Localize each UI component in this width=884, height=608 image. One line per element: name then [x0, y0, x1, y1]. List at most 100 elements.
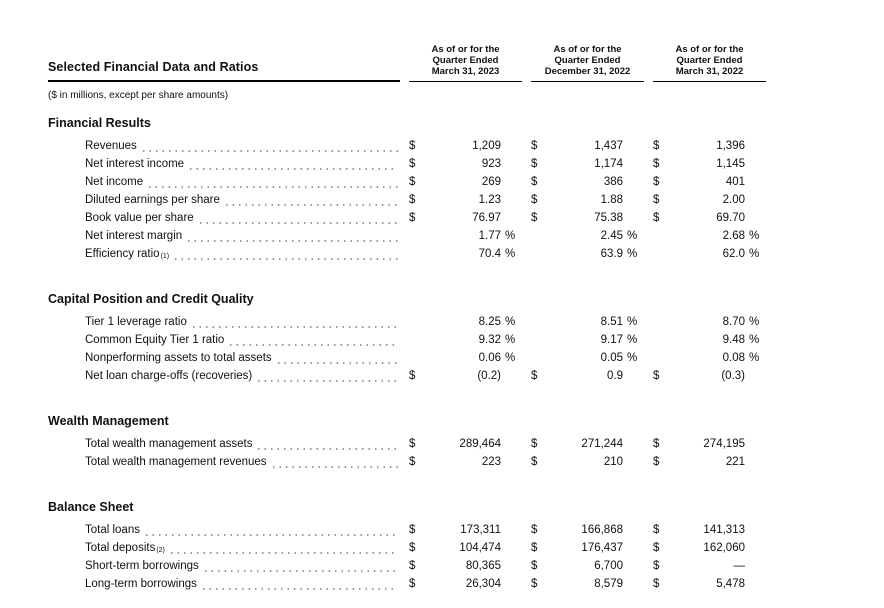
- currency-symbol: [409, 349, 422, 367]
- cell-value: 1,396: [716, 140, 745, 152]
- row-label-cell: Short-term borrowings: [48, 557, 400, 575]
- dot-leader: [202, 588, 398, 590]
- cell-value: 386: [603, 176, 623, 188]
- data-cell: $269: [409, 173, 522, 191]
- percent-symbol: [745, 155, 766, 173]
- cell-value: 70.4: [478, 248, 501, 260]
- table-row: Long-term borrowings $26,304 $8,579 $5,478: [48, 575, 766, 593]
- row-label-cell: Long-term borrowings: [48, 575, 400, 593]
- table-content: Selected Financial Data and Ratios As of…: [48, 44, 766, 593]
- percent-symbol: [745, 539, 766, 557]
- data-cell: $80,365: [409, 557, 522, 575]
- row-label: Total wealth management revenues: [85, 456, 267, 468]
- row-label-cell: Efficiency ratio (1): [48, 245, 400, 263]
- table-row: Common Equity Tier 1 ratio 9.32% 9.17% 9.48…: [48, 331, 766, 349]
- table-row: Short-term borrowings $80,365 $6,700 $ —: [48, 557, 766, 575]
- dot-leader: [258, 380, 398, 382]
- column-header-line: Quarter Ended: [554, 55, 621, 66]
- currency-symbol: $: [531, 456, 538, 468]
- percent-symbol: [745, 191, 766, 209]
- percent-symbol: %: [627, 334, 638, 346]
- data-cell: $210: [531, 453, 644, 471]
- cell-value: 80,365: [465, 560, 501, 572]
- cell-value: 8,579: [594, 578, 623, 590]
- section: Financial Results Revenues $1,209 $1,437 $1,…: [48, 114, 766, 263]
- row-label: Diluted earnings per share: [85, 194, 220, 206]
- row-label-cell: Total wealth management revenues: [48, 453, 400, 471]
- table-row: Total wealth management revenues $223 $210…: [48, 453, 766, 471]
- currency-symbol: $: [409, 194, 416, 206]
- data-cell: $1,209: [409, 137, 522, 155]
- currency-symbol: $: [531, 158, 538, 170]
- column-header-line: Quarter Ended: [432, 55, 499, 66]
- currency-symbol: $: [531, 212, 538, 224]
- percent-symbol: [623, 173, 644, 191]
- currency-symbol: $: [653, 542, 660, 554]
- cell-value: 141,313: [703, 524, 745, 536]
- data-cell: $69.70: [653, 209, 766, 227]
- data-cell: $76.97: [409, 209, 522, 227]
- cell-value: 923: [481, 158, 501, 170]
- cell-value: 5,478: [716, 578, 745, 590]
- currency-symbol: $: [531, 370, 538, 382]
- row-label: Total wealth management assets: [85, 438, 253, 450]
- data-cell: 2.45%: [531, 227, 644, 245]
- cell-value: —: [733, 560, 746, 572]
- data-cell: 9.32%: [409, 331, 522, 349]
- data-cell: $1,437: [531, 137, 644, 155]
- percent-symbol: %: [627, 316, 638, 328]
- column-header-q1-2022: As of or for the Quarter Ended March 31,…: [653, 44, 766, 82]
- table-header: Selected Financial Data and Ratios As of…: [48, 44, 766, 82]
- row-label-cell: Book value per share: [48, 209, 400, 227]
- cell-value: 166,868: [581, 524, 623, 536]
- data-cell: 2.68%: [653, 227, 766, 245]
- data-cell: 0.08%: [653, 349, 766, 367]
- table-row: Efficiency ratio (1) 70.4% 63.9% 62.0%: [48, 245, 766, 263]
- cell-value: 26,304: [465, 578, 501, 590]
- percent-symbol: %: [627, 352, 638, 364]
- currency-symbol: $: [531, 176, 538, 188]
- percent-symbol: [501, 557, 522, 575]
- cell-value: 2.68: [722, 230, 745, 242]
- row-label: Common Equity Tier 1 ratio: [85, 334, 225, 346]
- row-label: Net income: [85, 176, 144, 188]
- currency-symbol: $: [653, 158, 660, 170]
- row-label: Net interest margin: [85, 230, 183, 242]
- currency-symbol: $: [653, 140, 660, 152]
- cell-value: 210: [603, 456, 623, 468]
- table-note: ($ in millions, except per share amounts…: [48, 90, 229, 101]
- page-title: Selected Financial Data and Ratios: [48, 60, 400, 82]
- data-cell: $ —: [653, 557, 766, 575]
- data-cell: 8.51%: [531, 313, 644, 331]
- table-row: Net income $269 $386 $401: [48, 173, 766, 191]
- column-header-line: March 31, 2022: [675, 66, 744, 77]
- cell-value: 2.45: [600, 230, 623, 242]
- row-label-cell: Net interest income: [48, 155, 400, 173]
- column-header-line: Quarter Ended: [676, 55, 743, 66]
- percent-symbol: [623, 155, 644, 173]
- row-label-cell: Net income: [48, 173, 400, 191]
- percent-symbol: [623, 209, 644, 227]
- percent-symbol: [501, 435, 522, 453]
- section-heading: Capital Position and Credit Quality: [48, 292, 254, 306]
- percent-symbol: [623, 521, 644, 539]
- percent-symbol: [501, 209, 522, 227]
- cell-value: 176,437: [581, 542, 623, 554]
- row-label-cell: Total loans: [48, 521, 400, 539]
- currency-symbol: [531, 331, 544, 349]
- percent-symbol: [623, 191, 644, 209]
- percent-symbol: %: [749, 352, 760, 364]
- table-row: Total loans $173,311 $166,868 $141,313: [48, 521, 766, 539]
- currency-symbol: $: [531, 438, 538, 450]
- dot-leader: [230, 344, 398, 346]
- currency-symbol: $: [531, 542, 538, 554]
- table-row: Total wealth management assets $289,464 $2…: [48, 435, 766, 453]
- percent-symbol: [623, 367, 644, 385]
- table-row: Diluted earnings per share $1.23 $1.88 $2.0…: [48, 191, 766, 209]
- row-label: Net loan charge-offs (recoveries): [85, 370, 253, 382]
- data-cell: 9.17%: [531, 331, 644, 349]
- cell-value: 1,437: [594, 140, 623, 152]
- currency-symbol: $: [409, 524, 416, 536]
- currency-symbol: $: [653, 456, 660, 468]
